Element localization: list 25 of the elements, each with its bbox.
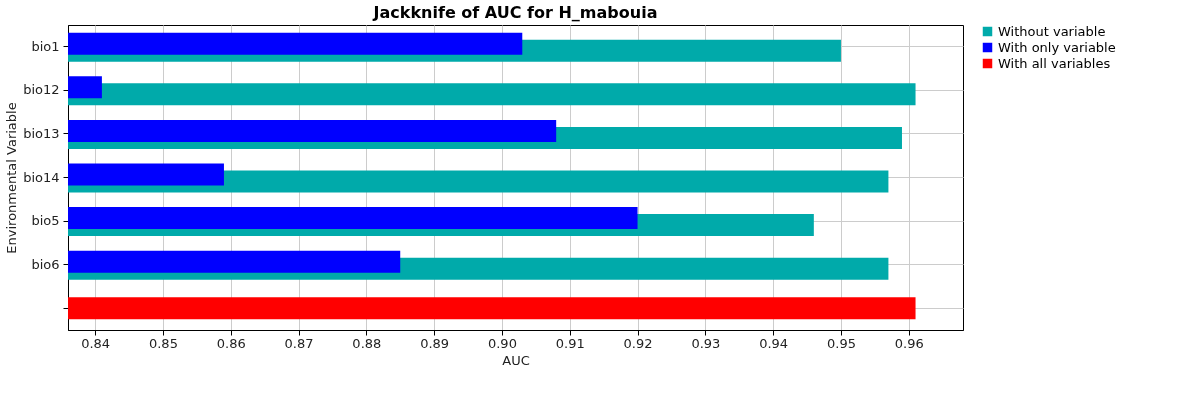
chart-title: Jackknife of AUC for H_mabouia — [372, 3, 658, 22]
x-tick-label: 0.87 — [284, 335, 314, 351]
x-tick-label: 0.89 — [420, 335, 450, 351]
x-tick-label: 0.93 — [691, 335, 721, 351]
x-tick-label: 0.96 — [894, 335, 924, 351]
x-tick-label: 0.91 — [555, 335, 585, 351]
y-tick-label: bio5 — [31, 213, 60, 229]
x-tick-label: 0.85 — [148, 335, 178, 351]
x-tick-label: 0.92 — [623, 335, 653, 351]
x-tick-label: 0.84 — [81, 335, 111, 351]
x-tick-label: 0.88 — [352, 335, 382, 351]
legend-label: With all variables — [998, 55, 1111, 71]
y-tick-label: bio6 — [31, 256, 60, 272]
x-tick-label: 0.94 — [759, 335, 789, 351]
x-tick-label: 0.90 — [487, 335, 517, 351]
y-tick-label: bio13 — [23, 125, 60, 141]
y-tick-label: bio12 — [23, 82, 60, 98]
x-tick-label: 0.95 — [826, 335, 856, 351]
x-axis-title: AUC — [502, 352, 530, 368]
legend-label: Without variable — [998, 23, 1106, 39]
y-tick-label: bio1 — [31, 38, 60, 54]
y-tick-label: bio14 — [23, 169, 60, 185]
legend-label: With only variable — [998, 39, 1116, 55]
y-axis-title: Environmental Variable — [4, 102, 20, 254]
x-tick-label: 0.86 — [216, 335, 246, 351]
